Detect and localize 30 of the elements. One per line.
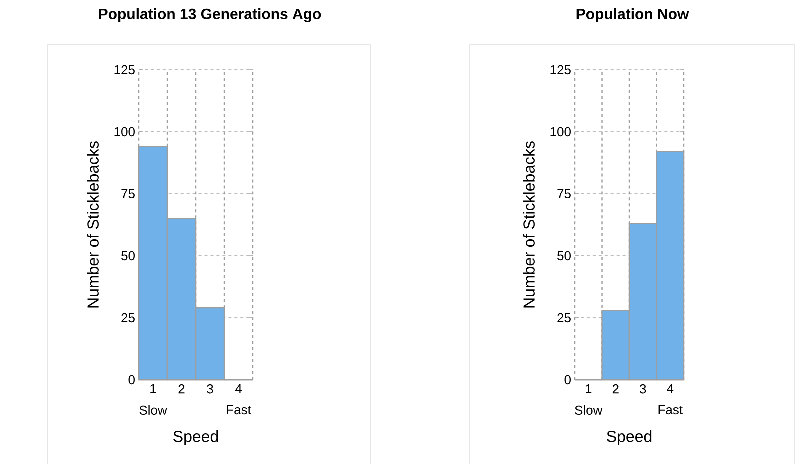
y-axis-title: Number of Sticklebacks bbox=[87, 142, 99, 308]
x-tick-label: 2 bbox=[178, 384, 185, 394]
x-tick-label: 4 bbox=[667, 384, 674, 394]
x-axis-title: Speed bbox=[174, 430, 218, 446]
chart-title: Population 13 Generations Ago bbox=[99, 8, 322, 22]
y-tick-label: 0 bbox=[128, 375, 135, 385]
y-tick-label: 50 bbox=[558, 251, 571, 261]
y-tick-label: 100 bbox=[550, 127, 571, 137]
y-tick-label: 25 bbox=[558, 313, 571, 323]
y-tick-label: 100 bbox=[114, 127, 135, 137]
x-tick-label: 2 bbox=[612, 384, 619, 394]
x-tick-label: 3 bbox=[207, 384, 214, 394]
text: Fast bbox=[658, 406, 683, 415]
y-tick-label: 125 bbox=[114, 65, 135, 75]
y-tick-label: 75 bbox=[122, 189, 135, 199]
y-tick-label: 25 bbox=[122, 313, 135, 323]
y-tick-label: 50 bbox=[122, 251, 135, 261]
x-tick-label: 1 bbox=[586, 384, 592, 394]
text: Slow bbox=[575, 406, 603, 416]
text: Slow bbox=[140, 406, 168, 416]
y-axis-title: Number of Sticklebacks bbox=[523, 142, 535, 308]
x-tick-label: 3 bbox=[640, 384, 646, 394]
y-tick-label: 125 bbox=[550, 65, 571, 75]
x-tick-label: 4 bbox=[235, 384, 242, 394]
y-tick-label: 75 bbox=[558, 189, 571, 199]
chart-title: Population Now bbox=[576, 8, 690, 22]
x-axis-title: Speed bbox=[607, 430, 652, 446]
x-tick-label: 1 bbox=[150, 384, 156, 394]
y-tick-label: 0 bbox=[564, 375, 571, 385]
text: Fast bbox=[227, 406, 252, 415]
